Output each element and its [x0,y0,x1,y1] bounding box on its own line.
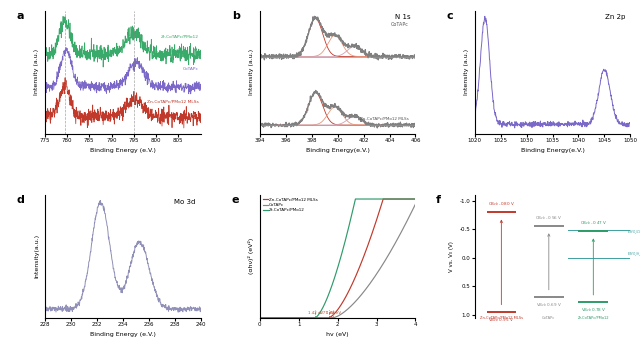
Text: 1.77 eV: 1.77 eV [319,311,334,315]
CoTAPc [256,316,264,320]
Zn-CoTAPc/PMo12 MLSs [415,197,423,201]
Zn-CoTAPc/PMo12 MLSs [358,260,365,265]
Text: f: f [436,195,441,205]
CoTAPc [415,197,423,201]
Line: CoTAPc: CoTAPc [260,199,419,318]
Zr-CoTAPc/PMo12 [415,197,423,201]
Zn-CoTAPc/PMo12 MLSs [349,281,356,286]
Legend: Zn-CoTAPc/PMo12 MLSs, CoTAPc, Zr-CoTAPc/PMo12: Zn-CoTAPc/PMo12 MLSs, CoTAPc, Zr-CoTAPc/… [262,197,319,213]
Text: Zr-CoTAPc/PMo12: Zr-CoTAPc/PMo12 [577,316,609,320]
Y-axis label: Intensity (a.u.): Intensity (a.u.) [464,49,469,95]
X-axis label: Binding Energy (e.V.): Binding Energy (e.V.) [90,332,156,337]
Text: N 1s: N 1s [395,14,411,20]
Text: CoTAPc: CoTAPc [391,22,409,27]
CoTAPc [349,302,356,307]
Text: Mo 3d: Mo 3d [175,198,196,205]
Text: E$_{MO_2/CO}$: E$_{MO_2/CO}$ [627,228,640,237]
Text: Zr-CoTAPc/PMo12: Zr-CoTAPc/PMo12 [160,35,198,39]
Text: b: b [232,11,239,21]
Zn-CoTAPc/PMo12 MLSs [394,197,401,201]
Text: a: a [17,11,24,21]
Y-axis label: Intensity(a.u.): Intensity(a.u.) [35,234,39,278]
CoTAPc [394,237,401,242]
Zr-CoTAPc/PMo12 [351,197,359,201]
X-axis label: Binding Energy(e.V.): Binding Energy(e.V.) [306,148,369,153]
Y-axis label: (αhν)² (eV²): (αhν)² (eV²) [248,238,254,275]
Text: VB$_{vb}$ 0.78 V: VB$_{vb}$ 0.78 V [580,306,606,314]
X-axis label: hv (eV): hv (eV) [326,332,349,337]
Text: Zn 2p: Zn 2p [605,14,626,20]
Zn-CoTAPc/PMo12 MLSs [380,197,387,201]
Text: CoTAPc: CoTAPc [542,316,556,320]
CoTAPc [414,197,422,201]
Text: Zn-CoTAPc/PMo12 MLSs: Zn-CoTAPc/PMo12 MLSs [360,117,409,121]
CoTAPc [358,292,365,297]
Line: Zr-CoTAPc/PMo12: Zr-CoTAPc/PMo12 [260,199,419,318]
CoTAPc [353,298,360,302]
Text: c: c [447,11,453,21]
Zr-CoTAPc/PMo12 [353,197,361,201]
Zr-CoTAPc/PMo12 [256,316,264,320]
Text: CB$_{vb}$ -0.47 V: CB$_{vb}$ -0.47 V [580,219,607,227]
Text: CoTAPc: CoTAPc [182,67,198,71]
Zn-CoTAPc/PMo12 MLSs [256,316,264,320]
CoTAPc [377,265,385,270]
Zr-CoTAPc/PMo12 [349,210,356,214]
Text: Zn-CoTAPc/PMo12 MLSs: Zn-CoTAPc/PMo12 MLSs [147,100,198,104]
Text: VB$_{vb}$ 0.69 V: VB$_{vb}$ 0.69 V [536,301,562,309]
Zr-CoTAPc/PMo12 [377,197,385,201]
Text: e: e [232,195,239,205]
CoTAPc [266,316,273,320]
Zn-CoTAPc/PMo12 MLSs [377,205,385,209]
Zr-CoTAPc/PMo12 [358,197,365,201]
Text: CB$_{vb}$ -0.56 V: CB$_{vb}$ -0.56 V [535,214,563,222]
Text: 1.88 eV: 1.88 eV [326,311,341,315]
Zn-CoTAPc/PMo12 MLSs [266,316,273,320]
Y-axis label: V vs. V₀ (V): V vs. V₀ (V) [449,241,454,272]
Text: 1.42 eV: 1.42 eV [308,311,323,315]
Zr-CoTAPc/PMo12 [266,316,273,320]
Y-axis label: Intensity (a.u.): Intensity (a.u.) [249,49,254,95]
Line: Zn-CoTAPc/PMo12 MLSs: Zn-CoTAPc/PMo12 MLSs [260,199,419,318]
Zn-CoTAPc/PMo12 MLSs [353,272,360,276]
Text: CB$_{vb}$ -0.80 V: CB$_{vb}$ -0.80 V [488,201,515,208]
X-axis label: Binding Energy (e.V.): Binding Energy (e.V.) [90,148,156,153]
Text: d: d [17,195,25,205]
Y-axis label: Intensity (a.u.): Intensity (a.u.) [35,49,39,95]
Text: E$_{MO_2/H_2O}$: E$_{MO_2/H_2O}$ [627,251,640,260]
Zr-CoTAPc/PMo12 [394,197,401,201]
X-axis label: Binding Energy(e.V.): Binding Energy(e.V.) [520,148,584,153]
Text: VB$_{vb}$ 0.95 V: VB$_{vb}$ 0.95 V [488,316,515,323]
Text: Zn-CoTAPc/PMo12 MLSs: Zn-CoTAPc/PMo12 MLSs [480,316,523,320]
